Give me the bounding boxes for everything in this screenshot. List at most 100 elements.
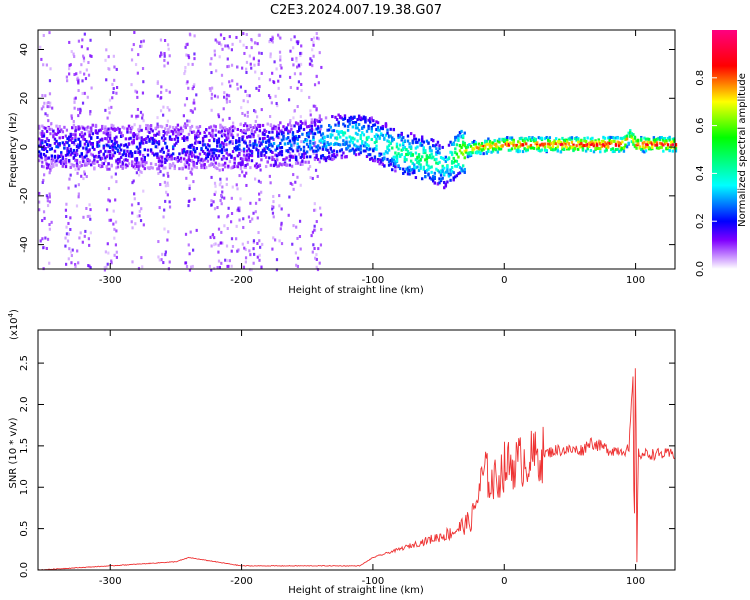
heatmap-cell — [191, 87, 194, 91]
heatmap-cell — [381, 133, 384, 137]
heatmap-cell — [310, 59, 313, 63]
y-tick-label: 2.0 — [19, 397, 30, 413]
heatmap-cell — [194, 155, 197, 159]
heatmap-cell — [271, 158, 274, 162]
heatmap-cell — [113, 142, 117, 146]
heatmap-cell — [61, 157, 65, 161]
heatmap-cell — [441, 164, 444, 168]
heatmap-cell — [621, 137, 624, 141]
heatmap-cell — [293, 35, 296, 39]
heatmap-cell — [343, 114, 347, 118]
heatmap-cell — [387, 160, 391, 164]
heatmap-cell — [192, 153, 195, 157]
heatmap-cell — [72, 133, 75, 137]
heatmap-cell — [361, 126, 364, 130]
heatmap-cell — [104, 159, 107, 163]
heatmap-cell — [60, 153, 63, 157]
heatmap-cell — [162, 113, 165, 117]
heatmap-cell — [275, 147, 279, 151]
heatmap-cell — [294, 251, 297, 255]
heatmap-cell — [47, 145, 50, 149]
heatmap-cell — [137, 165, 140, 169]
heatmap-cell — [248, 249, 251, 253]
heatmap-cell — [562, 148, 566, 152]
heatmap-cell — [409, 132, 413, 136]
heatmap-cell — [474, 141, 477, 145]
heatmap-cell — [331, 150, 334, 154]
heatmap-cell — [406, 172, 410, 176]
heatmap-cell — [583, 144, 586, 148]
heatmap-cell — [370, 156, 373, 160]
heatmap-cell — [67, 159, 71, 163]
heatmap-cell — [247, 156, 251, 160]
heatmap-cell — [420, 143, 424, 147]
heatmap-cell — [211, 133, 214, 137]
heatmap-cell — [162, 150, 165, 154]
heatmap-cell — [670, 144, 673, 148]
heatmap-cell — [430, 165, 433, 169]
heatmap-cell — [217, 113, 220, 117]
heatmap-cell — [141, 91, 145, 95]
heatmap-cell — [477, 146, 481, 150]
heatmap-cell — [39, 239, 42, 243]
heatmap-cell — [228, 116, 231, 120]
heatmap-cell — [301, 162, 304, 166]
y-tick-label: 1.0 — [19, 479, 30, 495]
heatmap-cell — [83, 32, 86, 36]
heatmap-cell — [409, 151, 413, 155]
heatmap-cell — [300, 82, 303, 86]
heatmap-cell — [97, 163, 101, 167]
heatmap-cell — [164, 253, 167, 257]
heatmap-cell — [48, 171, 51, 175]
heatmap-cell — [255, 86, 258, 90]
heatmap-cell — [348, 140, 351, 144]
heatmap-cell — [216, 156, 219, 160]
heatmap-cell — [417, 153, 421, 157]
heatmap-cell — [343, 143, 347, 147]
heatmap-cell — [588, 144, 591, 148]
heatmap-cell — [610, 139, 613, 143]
heatmap-cell — [217, 227, 221, 231]
heatmap-cell — [218, 183, 221, 187]
heatmap-cell — [60, 128, 63, 132]
spectrogram-y-label: Frequency (Hz) — [8, 112, 19, 188]
heatmap-cell — [438, 170, 441, 174]
heatmap-cell — [227, 164, 230, 168]
heatmap-cell — [606, 144, 610, 148]
heatmap-cell — [160, 164, 164, 168]
heatmap-cell — [243, 246, 246, 250]
heatmap-cell — [105, 208, 109, 212]
heatmap-cell — [487, 148, 490, 152]
heatmap-cell — [248, 54, 251, 58]
heatmap-cell — [110, 259, 113, 263]
heatmap-cell — [419, 143, 422, 147]
heatmap-cell — [605, 142, 608, 146]
heatmap-cell — [220, 141, 224, 145]
heatmap-cell — [81, 92, 84, 96]
heatmap-cell — [249, 143, 252, 147]
heatmap-cell — [242, 124, 246, 128]
heatmap-cell — [113, 128, 117, 132]
heatmap-cell — [183, 122, 187, 126]
heatmap-cell — [264, 165, 268, 169]
heatmap-cell — [323, 142, 326, 146]
heatmap-cell — [210, 92, 214, 96]
heatmap-cell — [153, 138, 156, 142]
heatmap-cell — [493, 139, 496, 143]
heatmap-cell — [88, 159, 91, 163]
heatmap-cell — [258, 253, 261, 257]
heatmap-cell — [321, 145, 325, 149]
heatmap-cell — [378, 136, 381, 140]
heatmap-cell — [135, 135, 139, 139]
heatmap-cell — [77, 261, 80, 265]
heatmap-cell — [438, 177, 441, 181]
heatmap-cell — [187, 243, 190, 247]
heatmap-cell — [241, 138, 244, 142]
heatmap-cell — [46, 199, 49, 203]
heatmap-cell — [183, 163, 186, 167]
heatmap-cell — [425, 139, 429, 143]
heatmap-cell — [72, 152, 75, 156]
heatmap-cell — [69, 134, 72, 138]
heatmap-cell — [543, 145, 547, 149]
heatmap-cell — [315, 155, 318, 159]
